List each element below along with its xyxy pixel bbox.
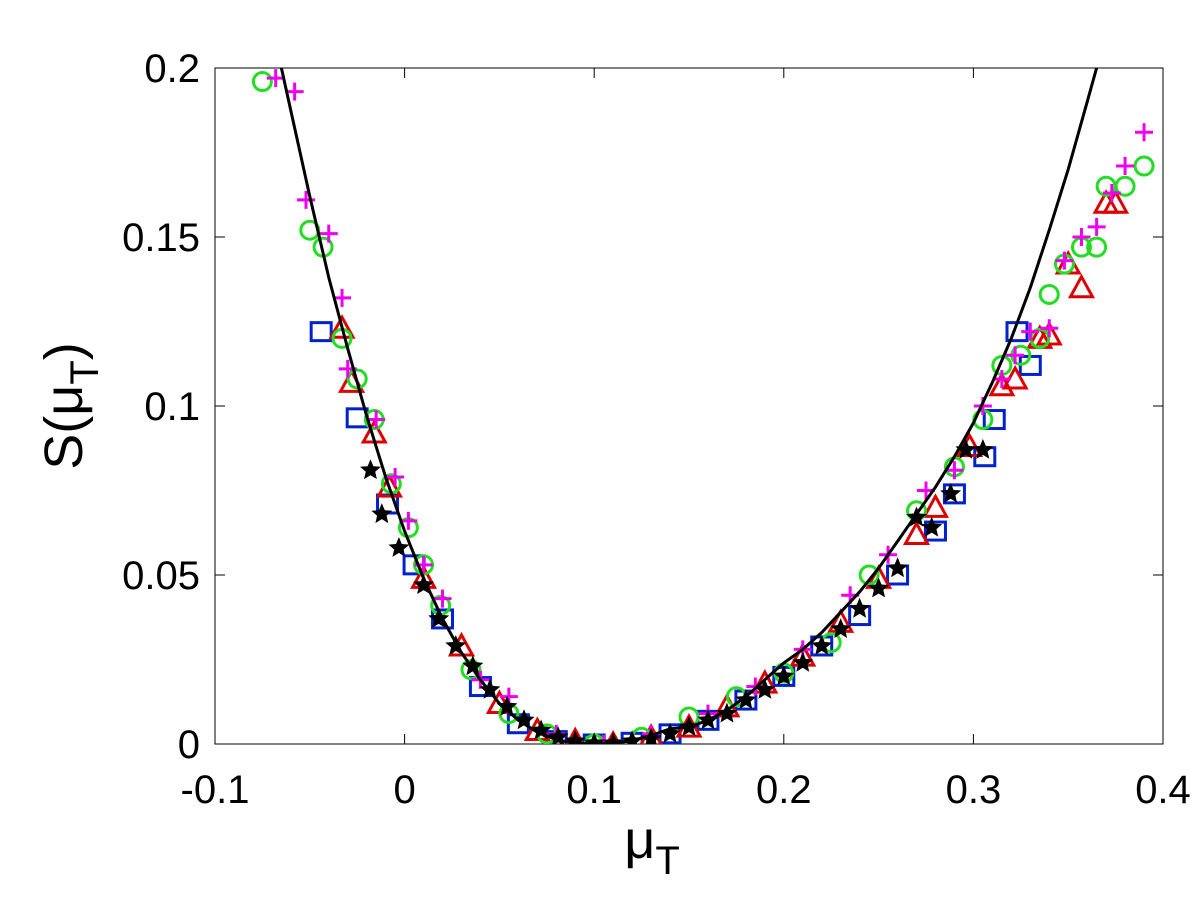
star-marker [830,618,852,638]
star-marker [955,438,977,459]
y-label-sub: T [63,360,107,384]
triangle-marker [921,493,950,518]
star-marker [659,722,681,743]
y-tick-label: 0.2 [144,47,200,91]
y-label-end: ) [34,342,94,360]
star-marker [479,678,501,699]
plus-marker [333,288,352,307]
fit-curve [279,68,1099,744]
y-tick-label: 0 [178,723,200,767]
y-tick-label: 0.05 [122,554,200,598]
plus-marker [1072,228,1091,246]
plus-marker [319,224,338,243]
circle-marker [1133,155,1155,177]
triangle-marker [1102,189,1130,214]
star-marker [564,730,586,744]
star-marker [940,482,962,503]
star-marker [513,709,535,730]
star-marker [849,597,871,618]
star-marker [496,695,518,716]
x-tick-label: -0.1 [181,768,250,812]
x-tick-label: 0.2 [756,768,812,812]
plus-marker [1087,217,1106,236]
plus-marker [1006,346,1025,365]
plus-marker [1102,184,1121,203]
triangle-marker [328,314,356,339]
plot-area [251,68,1155,744]
triangle-marker [1067,273,1096,299]
star-marker [754,678,776,699]
plus-marker [1135,123,1154,142]
star-marker [428,607,450,628]
triangle-marker [1035,320,1063,346]
star-marker [972,438,994,459]
star-marker [360,459,381,480]
plus-marker [285,82,304,101]
square-marker [982,409,1006,431]
plus-marker [992,369,1011,388]
plot-frame [214,67,1164,745]
star-marker [462,655,484,676]
x-tick-label: 0 [393,768,415,812]
plus-marker [266,69,285,88]
square-marker [923,520,947,542]
x-tick-label: 0.1 [566,768,622,812]
circle-marker [858,564,880,586]
star-marker [811,635,833,655]
plus-marker [1055,251,1074,270]
star-marker [792,651,814,672]
star-marker [371,503,393,524]
x-tick-label: 0.3 [946,768,1002,812]
plus-marker [945,461,964,480]
y-label-main: S(μ [34,385,94,470]
star-marker [735,689,757,709]
star-marker [868,577,890,598]
y-tick-label: 0.15 [122,216,200,260]
plus-marker [367,410,386,429]
circle-marker [1114,175,1136,197]
square-marker [309,321,333,343]
x-label-sub: T [655,839,679,883]
star-marker [887,557,908,578]
circle-marker [1038,283,1060,305]
star-marker [388,537,410,557]
circle-marker [251,71,273,93]
triangle-marker [902,520,931,545]
circle-marker [346,368,368,390]
star-marker [773,665,795,686]
x-tick-label: 0.4 [1135,768,1191,812]
x-label-main: μ [624,810,655,870]
plus-marker [1040,319,1059,338]
plus-marker [386,467,405,486]
plus-marker [1116,157,1135,176]
plus-marker [1021,322,1040,341]
plus-marker [594,735,613,744]
circle-marker [1086,236,1108,258]
star-marker [716,702,738,723]
x-axis-label: μT [624,810,680,883]
plus-marker [433,589,452,608]
y-tick-label: 0.1 [144,385,200,429]
star-marker [921,516,943,537]
y-axis-label: S(μT) [34,342,107,470]
star-marker [547,726,569,744]
